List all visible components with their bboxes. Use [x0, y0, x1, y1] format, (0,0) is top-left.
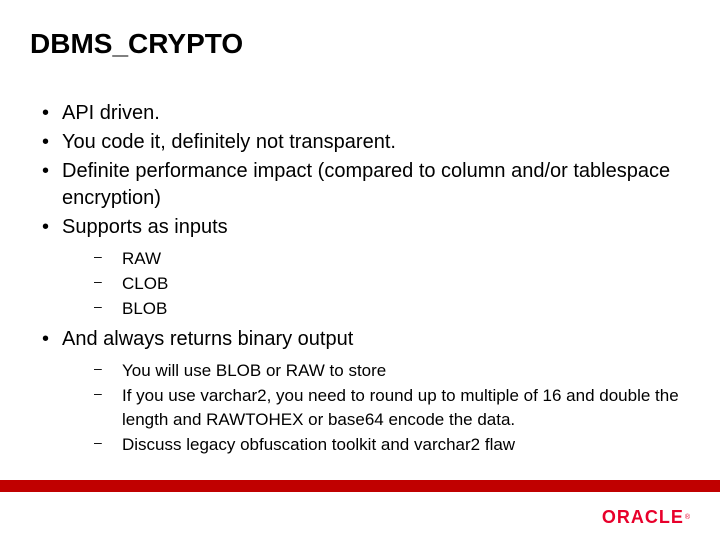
- sub-bullet-item: CLOB: [122, 272, 690, 296]
- sub-bullet-item: RAW: [122, 247, 690, 271]
- bullet-text: Definite performance impact (compared to…: [62, 160, 670, 209]
- sub-bullet-item: BLOB: [122, 297, 690, 321]
- sub-bullet-list: You will use BLOB or RAW to store If you…: [62, 359, 690, 456]
- slide-title: DBMS_CRYPTO: [30, 28, 690, 60]
- sub-bullet-text: BLOB: [122, 299, 167, 318]
- sub-bullet-text: If you use varchar2, you need to round u…: [122, 386, 679, 429]
- bullet-item: And always returns binary output You wil…: [62, 326, 690, 456]
- bullet-item: Definite performance impact (compared to…: [62, 158, 690, 212]
- sub-bullet-text: RAW: [122, 249, 161, 268]
- sub-bullet-text: CLOB: [122, 274, 168, 293]
- bullet-list: API driven. You code it, definitely not …: [40, 100, 690, 457]
- bullet-text: And always returns binary output: [62, 328, 353, 350]
- bullet-item: You code it, definitely not transparent.: [62, 129, 690, 156]
- sub-bullet-item: If you use varchar2, you need to round u…: [122, 384, 690, 432]
- sub-bullet-list: RAW CLOB BLOB: [62, 247, 690, 320]
- accent-bar: [0, 480, 720, 492]
- bullet-item: API driven.: [62, 100, 690, 127]
- sub-bullet-item: Discuss legacy obfuscation toolkit and v…: [122, 433, 690, 457]
- bullet-text: API driven.: [62, 102, 160, 124]
- logo-registered: ®: [685, 514, 690, 521]
- oracle-logo: ORACLE®: [602, 507, 690, 528]
- bullet-item: Supports as inputs RAW CLOB BLOB: [62, 214, 690, 320]
- sub-bullet-text: You will use BLOB or RAW to store: [122, 361, 386, 380]
- bullet-text: You code it, definitely not transparent.: [62, 131, 396, 153]
- sub-bullet-item: You will use BLOB or RAW to store: [122, 359, 690, 383]
- logo-text: ORACLE: [602, 507, 684, 528]
- bullet-text: Supports as inputs: [62, 216, 228, 238]
- slide-content: API driven. You code it, definitely not …: [30, 100, 690, 457]
- slide: DBMS_CRYPTO API driven. You code it, def…: [0, 0, 720, 540]
- sub-bullet-text: Discuss legacy obfuscation toolkit and v…: [122, 435, 515, 454]
